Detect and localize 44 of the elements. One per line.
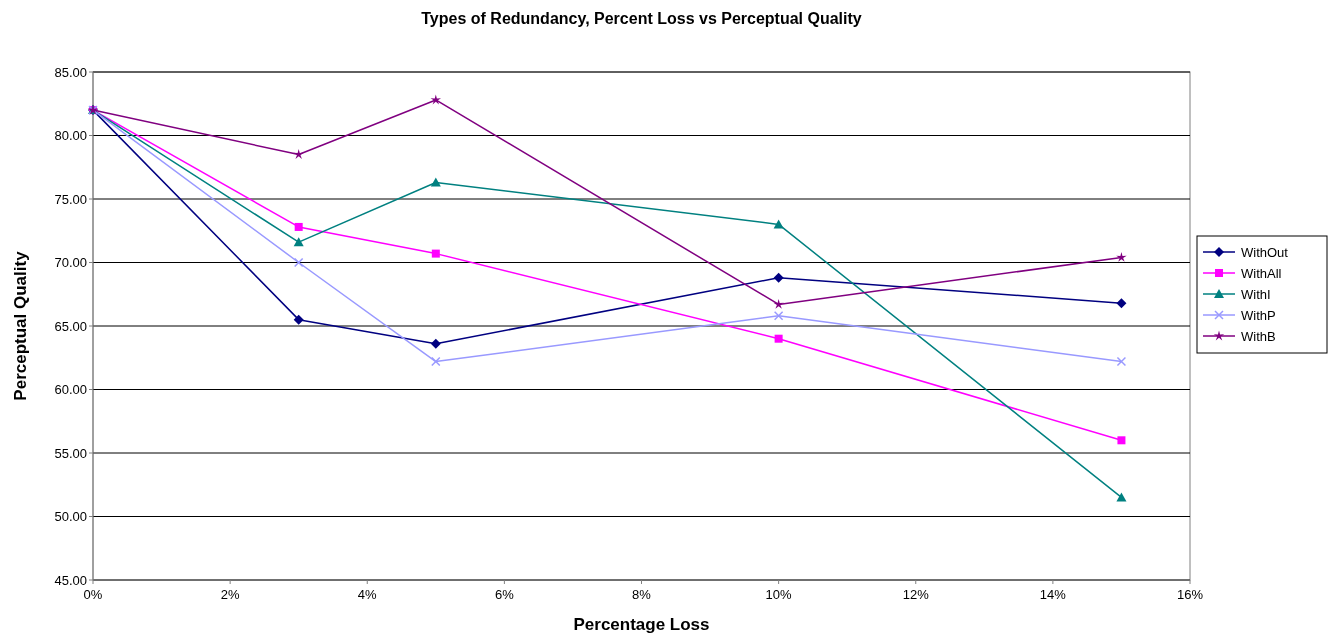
point	[293, 149, 304, 159]
x-tick-label: 4%	[357, 587, 378, 602]
legend-label: WithI	[1241, 286, 1271, 302]
x-tick-label: 12%	[902, 587, 930, 602]
legend-label: WithAll	[1241, 265, 1282, 281]
point	[293, 257, 304, 268]
x-tick-label: 16%	[1176, 587, 1204, 602]
point	[1117, 436, 1126, 445]
y-axis-title: Perceptual Quality	[11, 250, 30, 401]
point	[1116, 298, 1127, 309]
y-tick-label: 75.00	[54, 191, 87, 207]
point	[773, 219, 784, 229]
y-tick-label: 80.00	[54, 128, 87, 144]
point	[1116, 251, 1127, 262]
point	[1116, 356, 1127, 367]
legend-label: WithB	[1241, 328, 1276, 344]
y-tick-label: 60.00	[54, 382, 87, 398]
x-tick-label: 6%	[494, 587, 515, 602]
point	[430, 94, 442, 105]
point	[773, 298, 784, 309]
x-axis-title: Percentage Loss	[573, 615, 710, 634]
x-tick-label: 0%	[83, 587, 103, 602]
point	[430, 338, 441, 349]
x-tick-label: 8%	[632, 587, 652, 602]
point	[774, 334, 783, 343]
point	[293, 237, 304, 247]
point	[431, 356, 441, 367]
x-tick-label: 2%	[220, 587, 240, 602]
x-tick-label: 14%	[1039, 587, 1067, 602]
point	[294, 222, 303, 231]
y-tick-label: 85.00	[54, 64, 87, 80]
point	[293, 314, 304, 325]
chart-title: Types of Redundancy, Percent Loss vs Perceptual Quality	[421, 10, 862, 27]
y-tick-label: 70.00	[54, 255, 87, 271]
legend-label: WithOut	[1241, 244, 1289, 260]
y-tick-label: 65.00	[54, 318, 87, 334]
y-tick-label: 45.00	[54, 572, 87, 588]
y-tick-label: 50.00	[54, 509, 87, 525]
legend-label: WithP	[1241, 307, 1276, 323]
point	[773, 272, 784, 283]
point	[773, 311, 784, 321]
y-tick-label: 55.00	[54, 445, 87, 461]
x-tick-label: 10%	[765, 587, 793, 602]
point	[431, 249, 440, 258]
